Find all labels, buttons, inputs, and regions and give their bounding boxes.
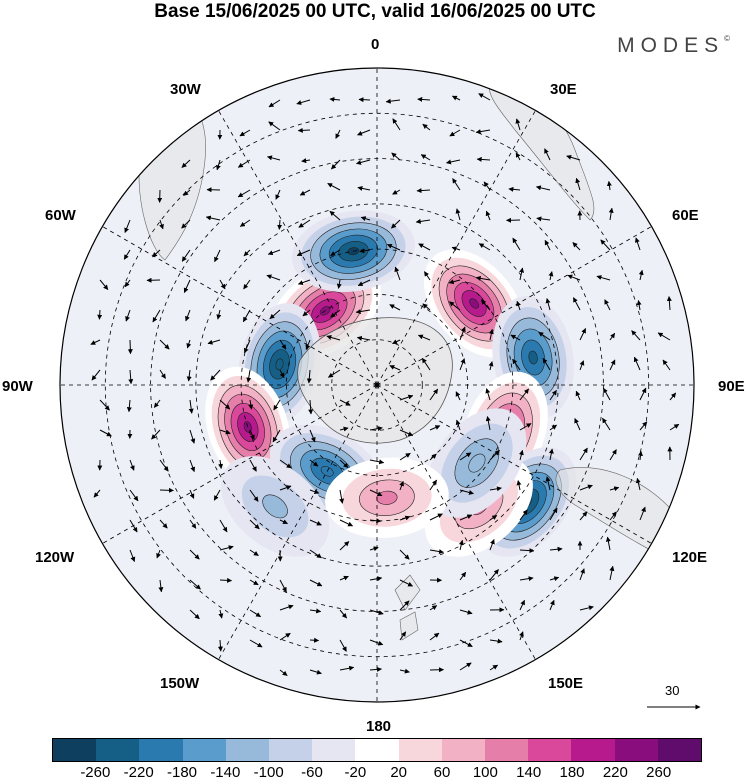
colorbar-swatch: [355, 739, 398, 761]
lon-label-120w: 120W: [35, 549, 74, 566]
colorbar-swatch: [96, 739, 139, 761]
colorbar-tick-label: 140: [516, 764, 541, 781]
colorbar-tick-label: 20: [390, 764, 407, 781]
colorbar-swatch: [399, 739, 442, 761]
colorbar-tick-label: 60: [434, 764, 451, 781]
colorbar-ticks: -260 -220 -180 -140 -100 -60 -20 20 60 100 140 180 2…: [0, 764, 750, 784]
lon-label-90w: 90W: [2, 378, 33, 395]
colorbar-swatch: [312, 739, 355, 761]
colorbar-tick-label: 180: [559, 764, 584, 781]
colorbar-swatch: [442, 739, 485, 761]
wind-arrow: [220, 580, 232, 581]
colorbar-tick-label: 220: [603, 764, 628, 781]
colorbar-tick-label: -140: [210, 764, 240, 781]
wind-arrow: [279, 220, 280, 229]
lon-label-120e: 120E: [672, 549, 707, 566]
wind-arrow: [99, 310, 100, 319]
colorbar-swatch: [485, 739, 528, 761]
south-pole-marker: [375, 383, 380, 388]
colorbar-swatch: [658, 739, 701, 761]
wind-arrow: [298, 130, 310, 131]
colorbar-swatch: [571, 739, 614, 761]
lon-label-180: 180: [366, 718, 391, 735]
colorbar-tick-label: -60: [301, 764, 323, 781]
lon-label-30w: 30W: [170, 81, 201, 98]
colorbar-swatch: [615, 739, 658, 761]
colorbar-tick-label: -20: [344, 764, 366, 781]
colorbar-swatch: [269, 739, 312, 761]
lon-label-30e: 30E: [550, 81, 577, 98]
colorbar-tick-label: -260: [80, 764, 110, 781]
vector-scale-label: 30: [665, 683, 679, 698]
colorbar-swatch: [139, 739, 182, 761]
colorbar-tick-label: 260: [646, 764, 671, 781]
colorbar-tick-label: -180: [167, 764, 197, 781]
lon-label-0: 0: [371, 36, 379, 53]
wind-arrow: [359, 99, 370, 100]
lon-label-60w: 60W: [45, 207, 76, 224]
colorbar-tick-label: -100: [254, 764, 284, 781]
lon-label-90e: 90E: [718, 378, 745, 395]
colorbar-tick-label: 100: [473, 764, 498, 781]
colorbar-tick-label: -220: [124, 764, 154, 781]
wind-arrow: [130, 340, 131, 354]
colorbar-swatch: [226, 739, 269, 761]
wind-arrow: [310, 640, 319, 641]
wind-arrow: [160, 490, 173, 491]
lon-label-150w: 150W: [160, 675, 199, 692]
lon-label-150e: 150E: [548, 675, 583, 692]
colorbar-swatch: [528, 739, 571, 761]
lon-label-60e: 60E: [672, 207, 699, 224]
colorbar-swatch: [53, 739, 96, 761]
colorbar-swatch: [183, 739, 226, 761]
colorbar: [52, 738, 702, 762]
